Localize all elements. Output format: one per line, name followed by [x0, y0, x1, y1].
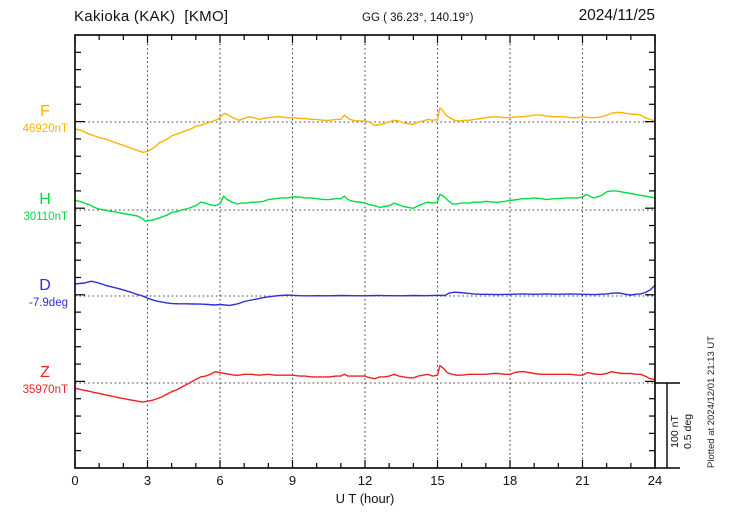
- channel-baseline-D: -7.9deg: [28, 297, 68, 309]
- plotted-at-note: Plotted at 2024/12/01 21:13 UT: [706, 335, 717, 468]
- x-axis-label: U T (hour): [335, 491, 395, 506]
- channel-baseline-H: 30110nT: [23, 211, 68, 223]
- gridlines: [146, 35, 584, 468]
- x-tick-label-24: 24: [647, 473, 663, 488]
- channel-baseline-F: 46920nT: [22, 123, 68, 135]
- x-tick-label-21: 21: [575, 473, 590, 488]
- x-tick-label-9: 9: [288, 473, 297, 488]
- x-tick-label-12: 12: [357, 473, 373, 488]
- channel-label-D: D -7.9deg: [22, 277, 68, 310]
- trace-Z: [74, 365, 656, 403]
- channel-label-F: F 46920nT: [22, 103, 68, 136]
- x-tick-label-15: 15: [430, 473, 445, 488]
- channel-letter-F: F: [40, 103, 50, 120]
- station-title: Kakioka (KAK) [KMO]: [74, 8, 229, 25]
- scale-bar-label: 100 nT 0.5 deg: [669, 414, 695, 449]
- x-tick-label-0: 0: [71, 473, 79, 488]
- scale-bar: [654, 382, 680, 469]
- channel-letter-Z: Z: [40, 364, 50, 381]
- channel-letter-H: H: [39, 191, 51, 208]
- plot-date: 2024/11/25: [578, 7, 655, 24]
- geographic-coords: GG ( 36.23°, 140.19°): [362, 12, 474, 24]
- channel-letter-D: D: [39, 277, 51, 294]
- trace-F: [74, 107, 656, 154]
- x-tick-label-6: 6: [216, 473, 224, 488]
- x-tick-label-18: 18: [502, 473, 518, 488]
- trace-H: [74, 190, 656, 223]
- channel-label-H: H 30110nT: [22, 191, 68, 224]
- channel-baseline-Z: 35970nT: [22, 384, 68, 396]
- scale-bar-label-deg: 0.5 deg: [682, 413, 694, 449]
- trace-D: [74, 280, 656, 307]
- axis-ticks: [74, 35, 656, 468]
- traces: [74, 107, 656, 403]
- channel-label-Z: Z 35970nT: [22, 364, 68, 397]
- scale-bar-label-nt: 100 nT: [669, 415, 681, 448]
- x-tick-label-3: 3: [143, 473, 152, 488]
